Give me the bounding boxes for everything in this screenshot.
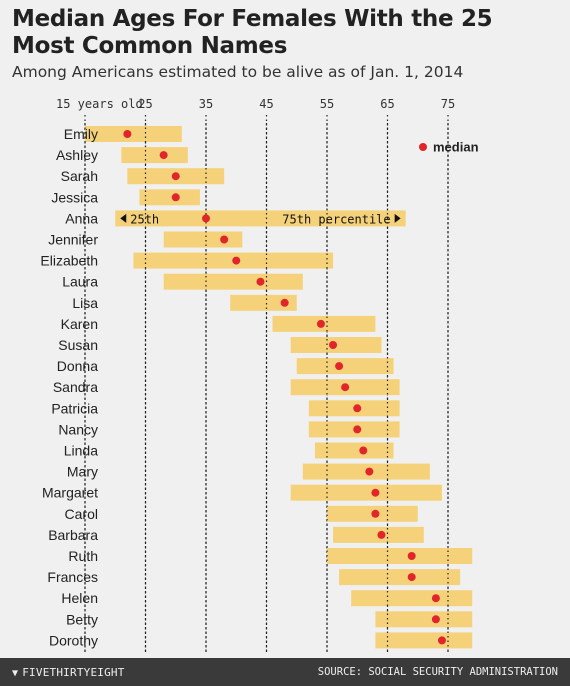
- name-label: Elizabeth: [40, 253, 98, 269]
- name-label: Karen: [61, 316, 98, 332]
- iqr-bar: [121, 147, 188, 164]
- median-dot: [431, 615, 440, 624]
- name-label: Laura: [62, 274, 98, 290]
- median-dot: [353, 404, 362, 413]
- median-dot: [256, 277, 265, 286]
- brand-mark-icon: ▼: [12, 668, 19, 679]
- brand-logo: ▼ FIVETHIRTYEIGHT: [12, 666, 125, 679]
- median-dot: [431, 594, 440, 603]
- median-dot: [232, 256, 241, 265]
- right-arrow-icon: [394, 213, 401, 223]
- median-dot: [437, 636, 446, 645]
- median-dot: [371, 509, 380, 518]
- name-label: Nancy: [58, 421, 98, 437]
- iqr-bar: [163, 231, 243, 248]
- brand-name: FIVETHIRTYEIGHT: [22, 666, 125, 679]
- median-dot: [407, 573, 416, 582]
- iqr-bar: [230, 294, 297, 311]
- iqr-bar: [375, 611, 473, 628]
- iqr-bar: [327, 548, 473, 564]
- iqr-bar: [115, 210, 406, 227]
- name-label: Margaret: [42, 485, 98, 501]
- median-dot: [220, 235, 229, 244]
- name-label: Lisa: [72, 295, 98, 311]
- legend-median-label: median: [433, 140, 479, 155]
- median-dot: [377, 530, 386, 539]
- name-label: Ashley: [56, 147, 98, 163]
- name-label: Susan: [58, 337, 98, 353]
- x-tick-label: 45: [259, 97, 273, 111]
- median-dot: [335, 362, 344, 371]
- left-arrow-icon: [120, 213, 127, 223]
- source-note: SOURCE: SOCIAL SECURITY ADMINISTRATION: [317, 666, 558, 678]
- footer-bar: ▼ FIVETHIRTYEIGHT SOURCE: SOCIAL SECURITY…: [0, 658, 570, 686]
- median-dot: [371, 488, 380, 497]
- median-dot: [171, 172, 180, 181]
- x-tick-label: 35: [199, 97, 213, 111]
- x-tick-label: 25: [138, 97, 152, 111]
- x-tick-label: 65: [380, 97, 394, 111]
- name-label: Donna: [57, 358, 98, 374]
- name-label: Emily: [64, 126, 98, 142]
- name-label: Sandra: [53, 379, 98, 395]
- iqr-bar: [375, 632, 473, 649]
- median-dot: [341, 383, 350, 392]
- median-dot: [171, 193, 180, 202]
- iqr-bar: [339, 569, 461, 586]
- name-label: Frances: [47, 569, 98, 585]
- x-tick-label: 15 years old: [56, 97, 143, 111]
- median-dot: [202, 214, 210, 223]
- median-dot: [353, 425, 362, 434]
- median-dot: [359, 446, 368, 455]
- median-dot: [329, 341, 338, 349]
- name-label: Jennifer: [48, 232, 98, 248]
- name-label: Mary: [67, 464, 98, 480]
- median-dot: [159, 151, 168, 160]
- name-label: Jessica: [51, 189, 98, 205]
- name-label: Betty: [66, 611, 98, 627]
- name-label: Barbara: [48, 527, 98, 543]
- median-dot: [123, 130, 132, 138]
- iqr-bar: [85, 126, 182, 142]
- iqr-bar: [296, 358, 394, 375]
- name-label: Anna: [65, 210, 98, 226]
- x-tick-label: 55: [320, 97, 334, 111]
- legend-median-dot: [419, 143, 427, 151]
- median-dot: [365, 467, 374, 476]
- name-label: Dorothy: [49, 632, 98, 648]
- name-label: Linda: [64, 443, 98, 459]
- iqr-bar: [139, 189, 200, 206]
- name-label: Carol: [65, 506, 98, 522]
- chart-subtitle: Among Americans estimated to be alive as…: [12, 63, 464, 81]
- iqr-bar: [314, 442, 394, 459]
- x-tick-label: 75: [441, 97, 455, 111]
- name-label: Sarah: [61, 168, 98, 184]
- name-label: Helen: [61, 590, 98, 606]
- median-dot: [280, 298, 289, 307]
- median-dot: [316, 319, 325, 328]
- chart-title: Median Ages For Females With the 25 Most…: [12, 6, 493, 59]
- iqr-bar: [290, 484, 442, 501]
- iqr-bar: [351, 590, 473, 607]
- name-label: Patricia: [51, 400, 98, 416]
- p25-label: 25th: [130, 212, 159, 226]
- p75-label: 75th percentile: [282, 212, 390, 226]
- median-dot: [407, 552, 416, 560]
- name-label: Ruth: [68, 548, 98, 564]
- iqr-bar: [163, 273, 303, 290]
